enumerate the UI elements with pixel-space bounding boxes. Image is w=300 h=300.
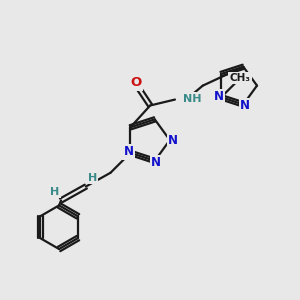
Text: CH₃: CH₃: [230, 74, 250, 83]
Text: O: O: [131, 76, 142, 89]
Text: N: N: [240, 99, 250, 112]
Text: N: N: [123, 146, 134, 158]
Text: NH: NH: [183, 94, 201, 103]
Text: N: N: [151, 156, 161, 169]
Text: N: N: [214, 90, 224, 103]
Text: H: H: [50, 187, 60, 196]
Text: H: H: [88, 173, 98, 183]
Text: N: N: [168, 134, 178, 147]
